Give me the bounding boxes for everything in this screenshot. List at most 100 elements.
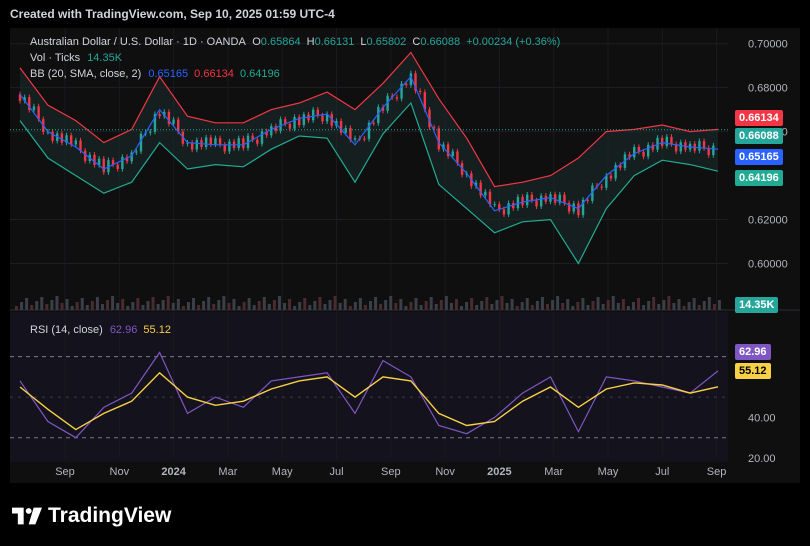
candle-body <box>288 123 292 129</box>
candle-body <box>218 138 222 145</box>
candle-body <box>432 127 436 129</box>
legend-symbol[interactable]: Australian Dollar / U.S. Dollar · 1D · O… <box>30 36 246 48</box>
volume-bar <box>298 302 302 310</box>
volume-bar <box>176 299 180 310</box>
candle-body <box>251 135 254 140</box>
candle-body <box>600 186 603 188</box>
candle-body <box>437 128 440 150</box>
rsi-y-tick-label: 40.00 <box>748 412 776 424</box>
candle-body <box>74 140 78 145</box>
candle-body <box>539 195 543 207</box>
volume-bar <box>277 296 281 310</box>
volume-bar <box>561 303 565 310</box>
volume-bar <box>95 297 99 310</box>
volume-bar <box>192 298 195 310</box>
candle-body <box>698 141 701 151</box>
candle-body <box>279 119 282 131</box>
candle-body <box>93 154 96 165</box>
candle-body <box>479 182 482 196</box>
volume-bar <box>80 298 84 310</box>
legend-o-value: 0.65864 <box>260 36 301 48</box>
candle-body <box>18 94 22 101</box>
candle-body <box>139 133 143 152</box>
volume-bar <box>606 300 610 310</box>
legend-ohlc: Australian Dollar / U.S. Dollar · 1D · O… <box>30 36 560 48</box>
volume-bar <box>642 305 646 310</box>
volume-bar <box>323 304 327 310</box>
candle-body <box>679 142 682 152</box>
volume-bar <box>697 305 701 310</box>
candle-body <box>32 106 36 111</box>
candle-body <box>195 140 199 150</box>
legend-rsi-label[interactable]: RSI (14, close) <box>30 324 103 336</box>
candle-body <box>153 114 157 132</box>
candle-body <box>702 141 706 149</box>
legend-bb-basis: 0.65165 <box>148 68 189 80</box>
candle-body <box>400 83 403 99</box>
volume-bar <box>45 304 49 310</box>
volume-bar <box>283 303 287 310</box>
volume-bar <box>242 302 246 310</box>
volume-bar <box>328 300 332 310</box>
volume-bar <box>121 299 125 310</box>
candle-body <box>204 137 208 148</box>
candle-body <box>428 109 431 128</box>
volume-bar <box>500 296 504 310</box>
candle-body <box>167 111 171 124</box>
legend-bb-label[interactable]: BB (20, SMA, close, 2) <box>30 68 142 80</box>
tag-bb-basis: 0.65165 <box>735 149 783 165</box>
volume-bar <box>389 296 393 310</box>
candle-body <box>609 175 613 179</box>
legend-c-label: C <box>412 36 421 48</box>
candle-body <box>65 135 68 143</box>
candle-body <box>707 148 710 156</box>
candle-body <box>163 111 166 117</box>
volume-bar <box>100 304 104 310</box>
y-tick-label: 0.60000 <box>748 259 788 271</box>
candle-body <box>116 164 119 169</box>
legend-vol-label[interactable]: Vol · Ticks <box>30 52 81 64</box>
candle-body <box>619 164 622 168</box>
volume-bar <box>267 304 271 310</box>
candle-body <box>526 194 529 206</box>
volume-bar <box>116 303 120 310</box>
chart-frame[interactable]: 0.700000.680000.660000.620000.60000SepNo… <box>10 28 800 483</box>
volume-bar <box>616 303 620 310</box>
y-tick-label: 0.68000 <box>748 83 788 95</box>
legend-rsi-value: 62.96 <box>109 324 138 336</box>
candle-body <box>665 136 669 146</box>
x-tick-label: Mar <box>544 466 563 478</box>
candle-body <box>591 185 594 201</box>
volume-bar <box>637 298 641 310</box>
x-tick-label: Nov <box>435 466 455 478</box>
tag-last-close: 0.66088 <box>735 128 783 144</box>
volume-bar <box>596 297 600 310</box>
volume-bar <box>363 305 367 310</box>
candle-body <box>256 139 259 144</box>
volume-bar <box>333 296 337 310</box>
candle-body <box>516 196 520 209</box>
volume-bar <box>60 303 64 310</box>
candle-body <box>367 122 371 139</box>
candle-body <box>325 114 329 122</box>
chart-canvas[interactable]: 0.700000.680000.660000.620000.60000SepNo… <box>10 28 800 483</box>
candle-body <box>135 151 138 153</box>
legend-l-value: 0.65802 <box>366 36 407 48</box>
volume-bar <box>141 305 145 310</box>
candle-body <box>302 114 306 126</box>
volume-bar <box>460 306 464 310</box>
volume-bar <box>338 303 342 310</box>
volume-bar <box>576 302 580 310</box>
volume-bar <box>353 302 357 310</box>
volume-bar <box>475 305 479 310</box>
candle-body <box>409 73 413 86</box>
volume-bar <box>566 299 570 310</box>
candle-body <box>712 145 715 156</box>
volume-bar <box>156 304 160 310</box>
volume-bar <box>409 302 413 310</box>
volume-bar <box>525 298 529 310</box>
volume-bar <box>212 304 216 310</box>
candle-body <box>344 127 347 133</box>
volume-bar <box>510 299 514 310</box>
volume-bar <box>308 305 312 310</box>
